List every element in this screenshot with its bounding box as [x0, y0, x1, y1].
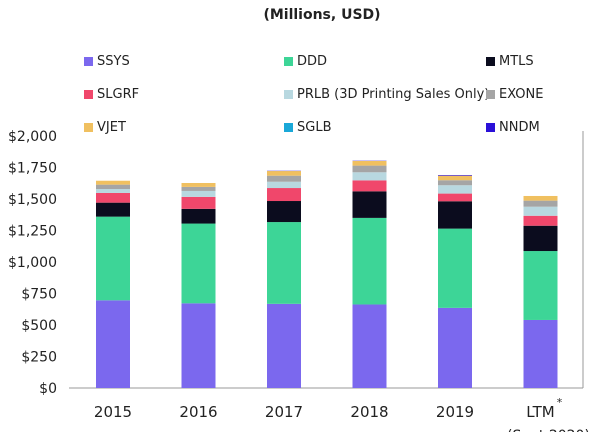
- bar-segment-vjet: [181, 182, 216, 187]
- y-tick-label: $0: [39, 381, 57, 397]
- legend-item: SLGRF: [84, 87, 139, 102]
- x-tick-superscript: *: [557, 396, 563, 409]
- y-tick-label: $2,000: [8, 129, 57, 145]
- legend-label: VJET: [97, 120, 126, 135]
- legend-swatch: [284, 123, 293, 132]
- legend-swatch: [486, 57, 495, 66]
- bar-segment-mtls: [352, 191, 387, 218]
- bar-segment-exone: [181, 186, 216, 191]
- y-tick-label: $1,750: [8, 161, 57, 177]
- bar-segment-prlb: [96, 189, 130, 193]
- bar-segment-exone: [438, 180, 472, 186]
- y-tick-label: $1,000: [8, 255, 57, 271]
- bar-segment-slgrf: [267, 188, 301, 202]
- legend-label: DDD: [297, 54, 328, 69]
- bar-segment-nndm: [438, 175, 472, 176]
- legend-label: SSYS: [97, 54, 130, 69]
- bar-segment-ddd: [438, 228, 472, 308]
- x-tick-label: 2019: [436, 403, 474, 421]
- legend-label: PRLB (3D Printing Sales Only): [297, 87, 490, 102]
- legend-swatch: [84, 123, 93, 132]
- bar-segment-prlb: [438, 185, 472, 194]
- bar-segment-slgrf: [96, 192, 130, 203]
- legend-label: SGLB: [297, 120, 332, 135]
- x-tick-label: 2018: [350, 403, 388, 421]
- bar-segment-vjet: [96, 180, 130, 185]
- legend-swatch: [486, 123, 495, 132]
- y-tick-label: $1,250: [8, 224, 57, 240]
- bar-segment-exone: [267, 175, 301, 182]
- bar-segment-mtls: [181, 208, 216, 224]
- legend-item: DDD: [284, 54, 327, 69]
- bar-segment-ddd: [352, 217, 387, 305]
- legend-swatch: [486, 90, 495, 99]
- legend-item: MTLS: [486, 54, 534, 69]
- bar-segment-exone: [352, 165, 387, 173]
- bar-segment-slgrf: [438, 193, 472, 202]
- x-tick-label: 2015: [94, 403, 132, 421]
- bar-segment-ssys: [438, 307, 472, 388]
- bar-segment-vjet: [267, 171, 301, 176]
- bar-segment-ssys: [523, 319, 558, 388]
- x-tick-label: 2016: [179, 403, 217, 421]
- legend-item: PRLB (3D Printing Sales Only): [284, 87, 489, 102]
- legend-item: SGLB: [284, 120, 332, 135]
- bar-segment-ssys: [267, 303, 301, 388]
- bar-segment-ssys: [96, 300, 130, 388]
- bar-segment-exone: [523, 200, 558, 207]
- legend-item: VJET: [84, 120, 126, 135]
- y-tick-label: $250: [21, 350, 57, 366]
- bar-segment-ddd: [181, 223, 216, 304]
- bar-segment-slgrf: [352, 180, 387, 192]
- bar-segment-prlb: [181, 190, 216, 197]
- bar-segment-mtls: [267, 201, 301, 223]
- y-tick-label: $1,500: [8, 192, 57, 208]
- bar-segment-vjet: [438, 175, 472, 181]
- legend-item: EXONE: [486, 87, 543, 102]
- bar-segment-exone: [96, 184, 130, 190]
- bar-segment-slgrf: [181, 196, 216, 209]
- bar-segment-mtls: [438, 201, 472, 229]
- bar-segment-vjet: [352, 160, 387, 166]
- legend-item: SSYS: [84, 54, 130, 69]
- bar-segment-slgrf: [523, 215, 558, 226]
- bar-segment-ddd: [523, 251, 558, 320]
- legend-label: MTLS: [499, 54, 534, 69]
- chart-subtitle: (Millions, USD): [263, 7, 381, 23]
- bar-segment-prlb: [267, 181, 301, 189]
- legend-item: NNDM: [486, 120, 540, 135]
- bar-segment-prlb: [352, 172, 387, 181]
- x-tick-sublabel: (Sept 2020): [507, 428, 590, 432]
- bar-segment-ssys: [352, 304, 387, 388]
- bar-segment-ddd: [267, 222, 301, 304]
- bar-segment-ssys: [181, 303, 216, 388]
- legend-swatch: [84, 57, 93, 66]
- bar-segment-mtls: [523, 225, 558, 252]
- legend-swatch: [284, 57, 293, 66]
- x-tick-label: LTM: [526, 403, 554, 421]
- bar-segment-prlb: [523, 206, 558, 216]
- x-tick-label: 2017: [265, 403, 303, 421]
- legend-label: EXONE: [499, 87, 544, 102]
- legend-label: NNDM: [499, 120, 540, 135]
- legend-label: SLGRF: [97, 87, 140, 102]
- legend-swatch: [284, 90, 293, 99]
- bar-segment-ddd: [96, 216, 130, 301]
- y-tick-label: $750: [21, 287, 57, 303]
- legend-swatch: [84, 90, 93, 99]
- bar-segment-mtls: [96, 202, 130, 217]
- y-tick-label: $500: [21, 318, 57, 334]
- bar-segment-vjet: [523, 195, 558, 201]
